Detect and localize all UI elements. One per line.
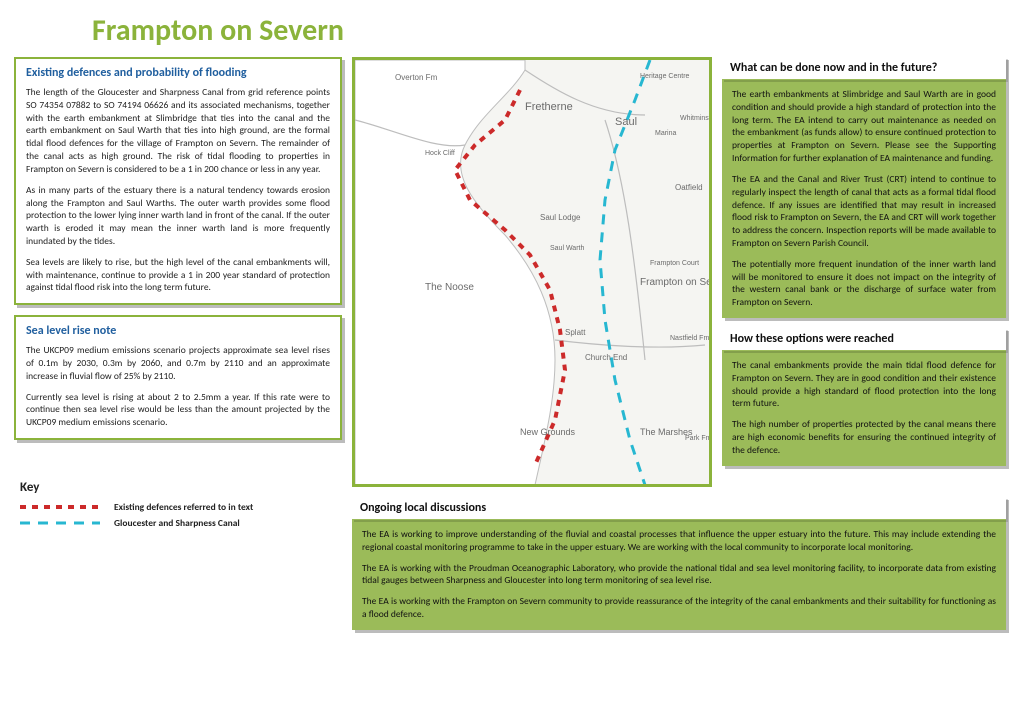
- key-title: Key: [20, 480, 342, 495]
- svg-text:Saul Lodge: Saul Lodge: [540, 213, 581, 222]
- canal-swatch: [20, 518, 100, 528]
- map: Overton Fm Fretherne Saul Heritage Centre Sa…: [352, 57, 712, 487]
- heading-existing-defences: Existing defences and probability of flo…: [26, 66, 330, 80]
- svg-text:Hock Cliff: Hock Cliff: [425, 150, 455, 157]
- heading-options-reached: How these options were reached: [722, 328, 1006, 351]
- map-key: Key Existing defences referred to in tex…: [14, 480, 342, 533]
- heading-what-can-be-done: What can be done now and in the future?: [722, 57, 1006, 80]
- body-text: Sea levels are likely to rise, but the h…: [26, 256, 330, 294]
- key-label: Gloucester and Sharpness Canal: [114, 517, 240, 529]
- svg-text:Saul Warth: Saul Warth: [550, 245, 584, 252]
- svg-text:The Noose: The Noose: [425, 282, 474, 293]
- heading-sea-level-rise: Sea level rise note: [26, 324, 330, 338]
- body-text: The EA and the Canal and River Trust (CR…: [732, 173, 996, 250]
- svg-text:Splatt: Splatt: [565, 328, 586, 337]
- svg-text:Overton Fm: Overton Fm: [395, 73, 438, 82]
- right-column: What can be done now and in the future? …: [722, 57, 1006, 487]
- svg-text:New Grounds: New Grounds: [520, 427, 576, 437]
- svg-text:Fretherne: Fretherne: [525, 101, 573, 113]
- defences-swatch: [20, 502, 100, 512]
- svg-text:Heritage Centre: Heritage Centre: [640, 73, 690, 80]
- panel-options-reached: How these options were reached The canal…: [722, 328, 1006, 466]
- panel-sea-level-rise: Sea level rise note The UKCP09 medium em…: [14, 315, 342, 440]
- svg-text:Nastfield Fm: Nastfield Fm: [670, 335, 709, 342]
- key-row-defences: Existing defences referred to in text: [20, 501, 342, 513]
- svg-text:Oatfield: Oatfield: [675, 183, 703, 192]
- upper-row: Overton Fm Fretherne Saul Heritage Centre Sa…: [352, 57, 1006, 487]
- svg-text:Saul: Saul: [615, 116, 637, 128]
- svg-text:Frampton Court: Frampton Court: [650, 260, 699, 267]
- body-text: The high number of properties protected …: [732, 418, 996, 456]
- svg-text:Frampton on Severn: Frampton on Severn: [640, 277, 709, 288]
- body-text: The canal embankments provide the main t…: [732, 359, 996, 410]
- left-column: Existing defences and probability of flo…: [14, 57, 342, 630]
- body-text: The length of the Gloucester and Sharpne…: [26, 86, 330, 176]
- svg-text:Marina: Marina: [655, 130, 677, 137]
- body-text: The UKCP09 medium emissions scenario pro…: [26, 344, 330, 382]
- body-text: The EA is working with the Frampton on S…: [362, 595, 996, 621]
- body-text: The potentially more frequent inundation…: [732, 258, 996, 309]
- svg-text:Whitminster: Whitminster: [680, 115, 709, 122]
- body-text: The EA is working to improve understandi…: [362, 528, 996, 554]
- panel-existing-defences: Existing defences and probability of flo…: [14, 57, 342, 305]
- main-layout: Existing defences and probability of flo…: [14, 57, 1006, 630]
- panel-what-can-be-done: What can be done now and in the future? …: [722, 57, 1006, 318]
- key-label: Existing defences referred to in text: [114, 501, 253, 513]
- svg-text:Church End: Church End: [585, 353, 627, 362]
- panel-ongoing-discussions: Ongoing local discussions The EA is work…: [352, 497, 1006, 630]
- body-text: The EA is working with the Proudman Ocea…: [362, 562, 996, 588]
- right-area: Overton Fm Fretherne Saul Heritage Centre Sa…: [352, 57, 1006, 630]
- body-text: Currently sea level is rising at about 2…: [26, 391, 330, 429]
- page-title: Frampton on Severn: [92, 12, 1006, 49]
- body-text: As in many parts of the estuary there is…: [26, 184, 330, 248]
- svg-text:Park Fm: Park Fm: [685, 435, 709, 442]
- middle-column: Overton Fm Fretherne Saul Heritage Centre Sa…: [352, 57, 712, 487]
- heading-ongoing-discussions: Ongoing local discussions: [352, 497, 1006, 520]
- body-text: The earth embankments at Slimbridge and …: [732, 88, 996, 165]
- key-row-canal: Gloucester and Sharpness Canal: [20, 517, 342, 529]
- map-svg: Overton Fm Fretherne Saul Heritage Centre Sa…: [355, 60, 709, 484]
